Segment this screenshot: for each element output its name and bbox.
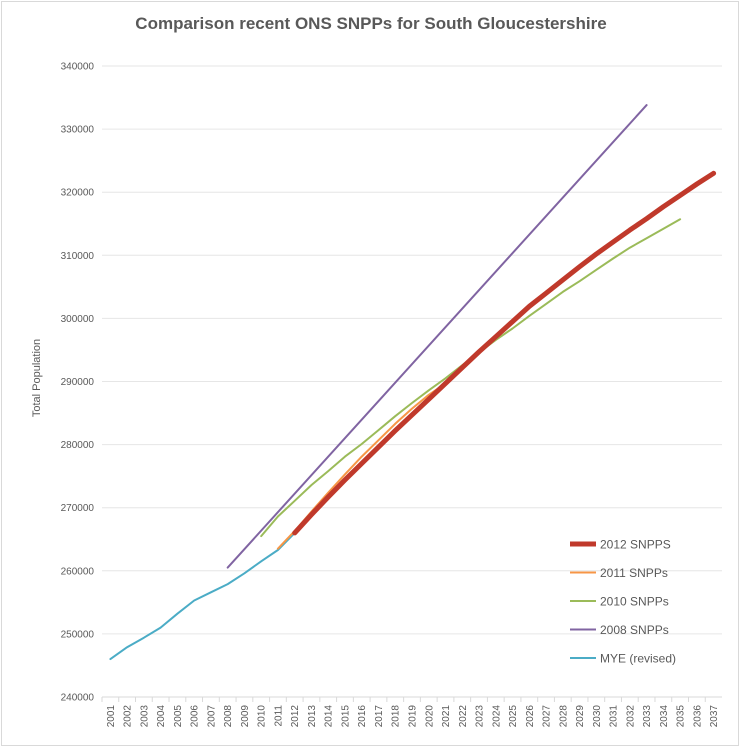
- y-tick-label: 280000: [61, 440, 95, 451]
- x-tick-label: 2013: [307, 705, 318, 728]
- x-tick-label: 2014: [324, 705, 335, 728]
- x-tick-label: 2007: [206, 705, 217, 728]
- x-tick-label: 2015: [340, 705, 351, 728]
- x-tick-label: 2035: [676, 705, 687, 728]
- y-axis-label: Total Population: [31, 339, 43, 417]
- y-axis-ticks: 240000 250000 260000 270000 280000 290000 3000…: [61, 62, 95, 704]
- legend-entry: 2012 SNPPS: [600, 538, 671, 552]
- chart-title: Comparison recent ONS SNPPs for South Gl…: [135, 14, 607, 33]
- y-tick-label: 310000: [61, 251, 95, 262]
- x-tick-label: 2004: [156, 705, 167, 728]
- legend-entry: MYE (revised): [600, 652, 676, 666]
- x-tick-label: 2036: [692, 705, 703, 728]
- y-tick-label: 250000: [61, 629, 95, 640]
- legend: 2012 SNPPS 2011 SNPPs 2010 SNPPs 2008 SNPPs…: [570, 538, 676, 666]
- x-tick-label: 2026: [525, 705, 536, 728]
- x-tick-label: 2005: [173, 705, 184, 728]
- x-axis-ticks: 2001 2002 2003 2004 2005 2006 2007 2008 2009 2010…: [101, 697, 720, 728]
- x-tick-label: 2034: [659, 705, 670, 728]
- x-tick-label: 2020: [424, 705, 435, 728]
- x-tick-label: 2018: [391, 705, 402, 728]
- series-lines: [109, 104, 717, 661]
- x-tick-label: 2021: [441, 705, 452, 728]
- x-tick-label: 2012: [290, 705, 301, 728]
- x-tick-label: 2016: [357, 705, 368, 728]
- x-tick-label: 2030: [592, 705, 603, 728]
- x-tick-label: 2027: [542, 705, 553, 728]
- x-tick-label: 2019: [408, 705, 419, 728]
- x-tick-label: 2031: [609, 705, 620, 728]
- series-line-0: [292, 170, 717, 536]
- x-tick-label: 2024: [491, 705, 502, 728]
- x-tick-label: 2010: [257, 705, 268, 728]
- x-tick-label: 2025: [508, 705, 519, 728]
- legend-entry: 2008 SNPPs: [600, 623, 669, 637]
- y-tick-label: 340000: [61, 62, 95, 73]
- legend-entry: 2011 SNPPs: [600, 566, 668, 580]
- x-tick-label: 2009: [240, 705, 251, 728]
- x-tick-label: 2002: [123, 705, 134, 728]
- x-tick-label: 2029: [575, 705, 586, 728]
- x-tick-label: 2001: [106, 705, 117, 728]
- x-tick-label: 2023: [475, 705, 486, 728]
- y-tick-label: 330000: [61, 125, 95, 136]
- x-tick-label: 2006: [190, 705, 201, 728]
- series-line-4: [109, 531, 296, 661]
- series-line-3: [226, 104, 648, 569]
- x-tick-label: 2028: [558, 705, 569, 728]
- y-tick-label: 300000: [61, 314, 95, 325]
- x-tick-label: 2008: [223, 705, 234, 728]
- x-tick-label: 2033: [642, 705, 653, 728]
- x-tick-label: 2037: [709, 705, 720, 728]
- x-tick-label: 2011: [273, 705, 284, 727]
- y-tick-label: 270000: [61, 503, 95, 514]
- y-tick-label: 240000: [61, 693, 95, 704]
- y-tick-label: 260000: [61, 566, 95, 577]
- x-tick-label: 2003: [139, 705, 150, 728]
- y-tick-label: 290000: [61, 377, 95, 388]
- series-line-2: [260, 218, 682, 538]
- legend-entry: 2010 SNPPs: [600, 595, 669, 609]
- x-tick-label: 2017: [374, 705, 385, 728]
- x-tick-label: 2022: [458, 705, 469, 728]
- y-tick-label: 320000: [61, 188, 95, 199]
- x-tick-label: 2032: [625, 705, 636, 728]
